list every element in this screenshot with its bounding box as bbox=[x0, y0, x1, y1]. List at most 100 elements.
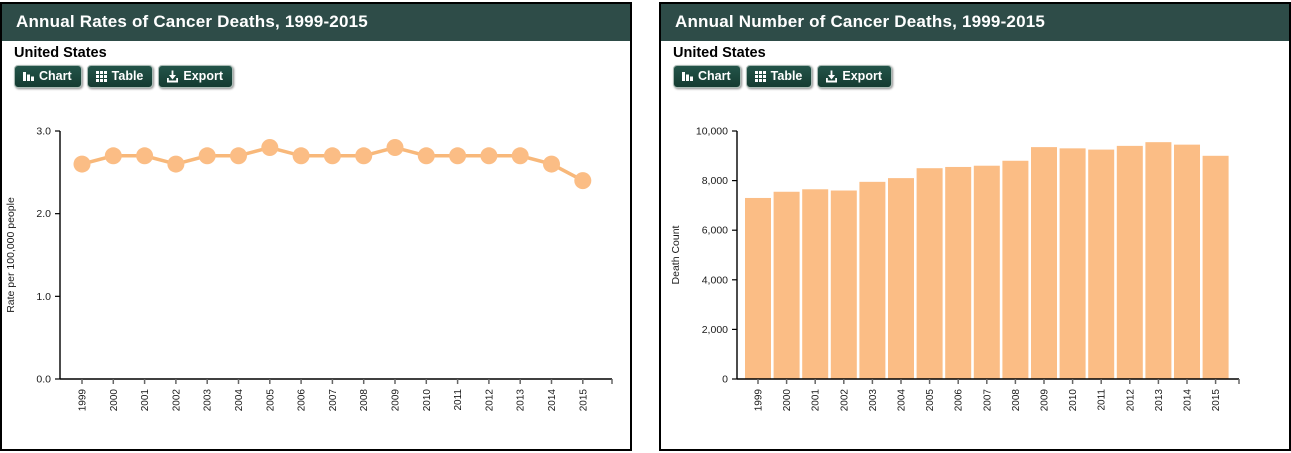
svg-text:2011: 2011 bbox=[453, 389, 464, 411]
svg-text:2003: 2003 bbox=[203, 389, 214, 412]
table-button-label: Table bbox=[111, 69, 144, 83]
svg-text:2013: 2013 bbox=[516, 389, 527, 412]
svg-text:0: 0 bbox=[722, 374, 728, 386]
bar-2004 bbox=[888, 178, 914, 379]
point-2001 bbox=[136, 147, 154, 165]
point-2014 bbox=[543, 155, 560, 173]
svg-text:2.0: 2.0 bbox=[36, 208, 51, 220]
svg-text:2000: 2000 bbox=[109, 389, 120, 412]
bar-2009 bbox=[1031, 147, 1057, 379]
bar-chart-icon bbox=[22, 70, 35, 83]
export-button[interactable]: Export bbox=[158, 65, 233, 88]
svg-text:2008: 2008 bbox=[1011, 389, 1022, 412]
svg-text:0.0: 0.0 bbox=[36, 374, 51, 386]
svg-text:6,000: 6,000 bbox=[702, 225, 728, 237]
svg-text:2008: 2008 bbox=[359, 389, 370, 412]
export-button[interactable]: Export bbox=[817, 65, 892, 88]
svg-text:2010: 2010 bbox=[1068, 389, 1079, 412]
chart-button[interactable]: Chart bbox=[14, 65, 82, 88]
svg-text:10,000: 10,000 bbox=[696, 126, 728, 138]
svg-text:2015: 2015 bbox=[1211, 389, 1222, 412]
svg-text:2000: 2000 bbox=[782, 389, 793, 412]
point-2015 bbox=[574, 172, 592, 190]
svg-text:2009: 2009 bbox=[391, 389, 402, 412]
svg-text:2012: 2012 bbox=[1125, 389, 1136, 412]
bar-2010 bbox=[1059, 148, 1086, 379]
svg-text:2003: 2003 bbox=[868, 389, 879, 412]
svg-text:3.0: 3.0 bbox=[36, 126, 51, 138]
svg-text:2002: 2002 bbox=[171, 389, 182, 412]
rates-toolbar: Chart Table Export bbox=[2, 63, 630, 88]
table-button[interactable]: Table bbox=[86, 65, 154, 88]
table-grid-icon bbox=[754, 70, 767, 83]
bar-2011 bbox=[1088, 149, 1115, 379]
svg-text:4,000: 4,000 bbox=[702, 274, 728, 286]
bar-2015 bbox=[1202, 155, 1229, 379]
bar-2014 bbox=[1174, 144, 1200, 379]
point-2012 bbox=[480, 147, 498, 165]
svg-text:8,000: 8,000 bbox=[702, 175, 728, 187]
point-2010 bbox=[417, 147, 435, 165]
svg-text:2004: 2004 bbox=[234, 389, 245, 412]
chart-button[interactable]: Chart bbox=[673, 65, 741, 88]
svg-text:2001: 2001 bbox=[811, 389, 822, 412]
region-label: United States bbox=[673, 45, 766, 61]
table-button[interactable]: Table bbox=[745, 65, 813, 88]
bar-1999 bbox=[745, 197, 771, 379]
point-2006 bbox=[292, 147, 310, 165]
rates-panel-title: Annual Rates of Cancer Deaths, 1999-2015 bbox=[2, 4, 630, 41]
point-2003 bbox=[198, 147, 216, 165]
chart-button-label: Chart bbox=[39, 69, 72, 83]
export-button-label: Export bbox=[842, 69, 882, 83]
point-2013 bbox=[511, 147, 529, 165]
table-grid-icon bbox=[95, 70, 108, 83]
svg-text:1999: 1999 bbox=[78, 389, 89, 412]
table-button-label: Table bbox=[770, 69, 803, 83]
svg-text:2005: 2005 bbox=[925, 389, 936, 412]
bar-2001 bbox=[802, 189, 829, 379]
svg-text:2004: 2004 bbox=[897, 389, 908, 412]
point-2004 bbox=[230, 147, 247, 165]
svg-text:2010: 2010 bbox=[422, 389, 433, 412]
point-2007 bbox=[323, 147, 341, 165]
point-2008 bbox=[355, 147, 373, 165]
svg-text:2012: 2012 bbox=[484, 389, 495, 412]
download-icon bbox=[166, 70, 179, 83]
counts-panel: Annual Number of Cancer Deaths, 1999-201… bbox=[659, 2, 1291, 451]
bar-2000 bbox=[773, 191, 800, 379]
svg-text:2015: 2015 bbox=[578, 389, 589, 412]
svg-text:2006: 2006 bbox=[954, 389, 965, 412]
svg-text:1999: 1999 bbox=[754, 389, 765, 412]
bar-2007 bbox=[973, 165, 1000, 379]
counts-chart-area: 0 2,000 4,000 6,000 8,000 10,000 1999 2000 2001 2… bbox=[661, 116, 1289, 453]
counts-bar-chart: 0 2,000 4,000 6,000 8,000 10,000 1999 2000 2001 2… bbox=[670, 126, 1240, 412]
download-icon bbox=[825, 70, 838, 83]
bar-2005 bbox=[916, 168, 943, 379]
bar-2006 bbox=[945, 166, 972, 379]
counts-toolbar: Chart Table Export bbox=[661, 63, 1289, 88]
svg-text:2007: 2007 bbox=[982, 389, 993, 412]
export-button-label: Export bbox=[183, 69, 223, 83]
svg-text:2002: 2002 bbox=[839, 389, 850, 412]
point-2011 bbox=[449, 147, 467, 165]
svg-text:2011: 2011 bbox=[1097, 389, 1108, 411]
svg-text:2007: 2007 bbox=[328, 389, 339, 412]
svg-text:2001: 2001 bbox=[140, 389, 151, 412]
bar-2008 bbox=[1002, 160, 1029, 379]
chart-button-label: Chart bbox=[698, 69, 731, 83]
bar-chart-icon bbox=[681, 70, 694, 83]
svg-text:2,000: 2,000 bbox=[702, 324, 728, 336]
point-2009 bbox=[386, 139, 404, 157]
svg-text:2009: 2009 bbox=[1040, 389, 1051, 412]
point-2005 bbox=[261, 139, 279, 157]
point-2002 bbox=[167, 155, 185, 173]
point-2000 bbox=[104, 147, 122, 165]
svg-text:2013: 2013 bbox=[1154, 389, 1165, 412]
bar-2012 bbox=[1116, 145, 1143, 379]
rates-chart-area: 0.0 1.0 2.0 3.0 1999 2000 2001 2002 2003 2004 2005… bbox=[2, 116, 630, 453]
rates-line-chart: 0.0 1.0 2.0 3.0 1999 2000 2001 2002 2003 2004 2005… bbox=[5, 126, 613, 412]
point-1999 bbox=[73, 155, 91, 173]
y-axis-title: Rate per 100,000 people bbox=[5, 197, 17, 313]
counts-panel-title: Annual Number of Cancer Deaths, 1999-201… bbox=[661, 4, 1289, 41]
